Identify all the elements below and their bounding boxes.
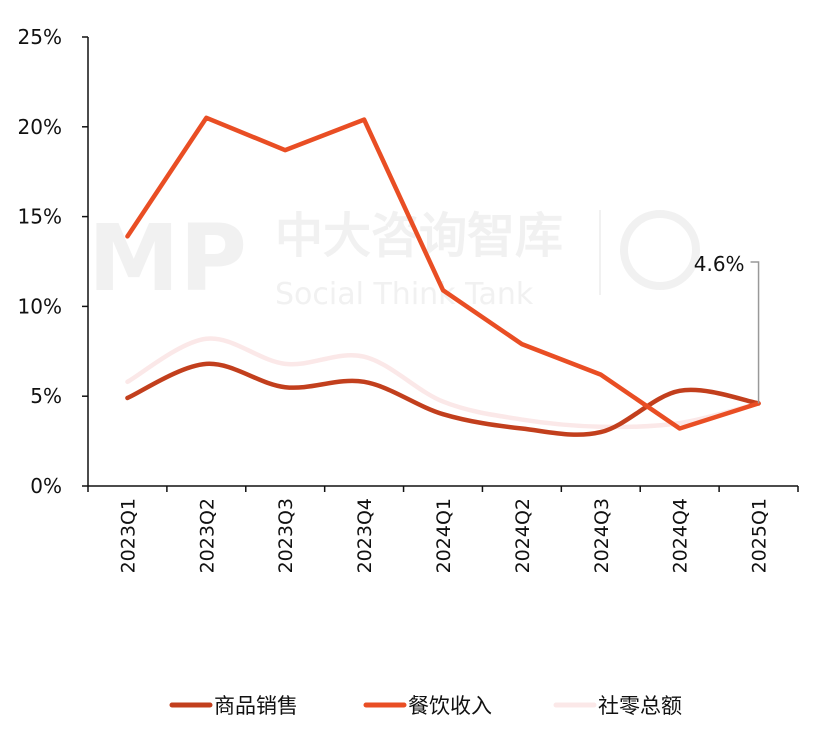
legend-label: 餐饮收入 (408, 694, 492, 718)
x-tick-label: 2024Q1 (433, 498, 455, 573)
y-tick-label: 20% (18, 115, 62, 139)
legend-item: 餐饮收入 (363, 694, 492, 718)
y-tick-label: 25% (18, 25, 62, 49)
legend-label: 社零总额 (598, 694, 682, 718)
y-tick-label: 10% (18, 294, 62, 318)
series-line-1 (125, 115, 761, 431)
y-tick-label: 5% (30, 384, 62, 408)
watermark-logo: MP (88, 205, 247, 312)
x-tick-label: 2024Q4 (670, 498, 692, 573)
annotation: 4.6% (694, 252, 760, 404)
series-line-0 (125, 361, 761, 437)
x-tick-label: 2023Q1 (117, 498, 139, 573)
annotation-label: 4.6% (694, 252, 745, 276)
x-tick-label: 2023Q4 (354, 498, 376, 573)
legend-label: 商品销售 (214, 694, 298, 718)
y-tick-label: 15% (18, 205, 62, 229)
x-tick-label: 2024Q2 (512, 498, 534, 573)
x-tick-label: 2024Q3 (591, 498, 613, 573)
x-tick-label: 2025Q1 (749, 498, 771, 573)
legend-item: 社零总额 (553, 694, 682, 718)
watermark-emblem (620, 210, 700, 290)
watermark-en: Social Think Tank (275, 277, 534, 312)
annotation-leader (750, 261, 760, 404)
x-tick-label: 2023Q2 (196, 498, 218, 573)
series-lines (125, 115, 761, 437)
legend: 商品销售 餐饮收入 社零总额 (169, 694, 682, 718)
x-tick-label: 2023Q3 (275, 498, 297, 573)
axes: 0% 5% 10% 15% 20% 25% 2023Q1 2023Q2 2023Q3 2023Q4… (18, 25, 799, 573)
series-line-2 (125, 336, 761, 430)
legend-item: 商品销售 (169, 694, 298, 718)
watermark: MP 中大咨询智库 Social Think Tank (88, 205, 700, 312)
y-tick-label: 0% (30, 474, 62, 498)
